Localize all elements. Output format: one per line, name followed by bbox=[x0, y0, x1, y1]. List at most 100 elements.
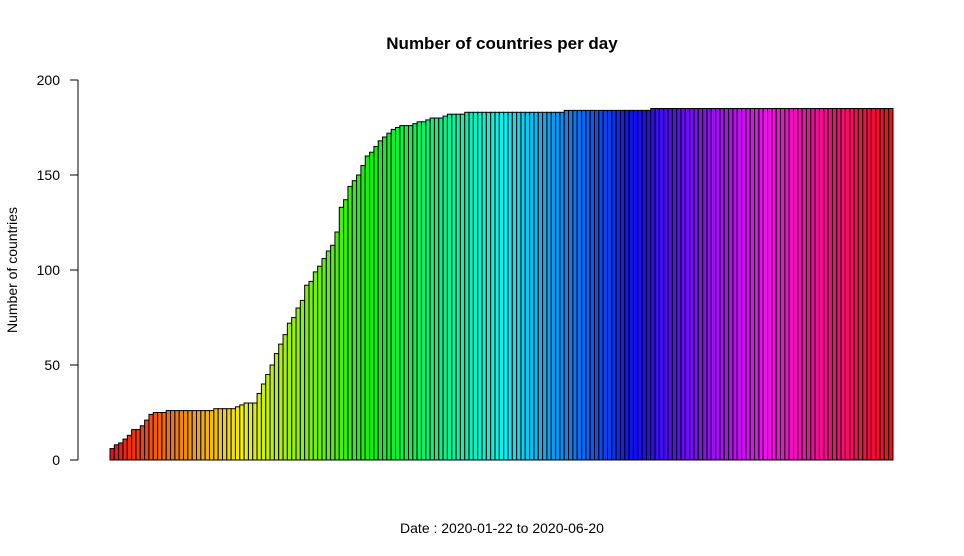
y-axis: 0 50 100 150 200 bbox=[37, 72, 78, 468]
bar-day-142 bbox=[720, 109, 724, 461]
bar-day-62 bbox=[374, 147, 378, 461]
bar-day-150 bbox=[755, 109, 759, 461]
bar-day-156 bbox=[781, 109, 785, 461]
bar-day-17 bbox=[179, 411, 183, 460]
bar-day-38 bbox=[270, 365, 274, 460]
bar-day-101 bbox=[543, 112, 547, 460]
bar-day-114 bbox=[599, 110, 603, 460]
bar-day-95 bbox=[517, 112, 521, 460]
bar-day-117 bbox=[612, 110, 616, 460]
bar-day-69 bbox=[404, 126, 408, 460]
bar-day-34 bbox=[253, 403, 257, 460]
bar-day-5 bbox=[127, 435, 131, 460]
bar-day-11 bbox=[153, 413, 157, 461]
bar-day-29 bbox=[231, 409, 235, 460]
bar-day-36 bbox=[261, 384, 265, 460]
bar-day-55 bbox=[344, 200, 348, 460]
bar-day-18 bbox=[184, 411, 188, 460]
bar-day-90 bbox=[495, 112, 499, 460]
bar-day-35 bbox=[257, 394, 261, 461]
bar-day-4 bbox=[123, 439, 127, 460]
bar-day-2 bbox=[114, 445, 118, 460]
bar-day-66 bbox=[391, 129, 395, 460]
bar-day-20 bbox=[192, 411, 196, 460]
bar-day-176 bbox=[867, 109, 871, 461]
y-tick-label: 50 bbox=[44, 357, 60, 373]
bar-day-135 bbox=[690, 109, 694, 461]
bar-day-96 bbox=[521, 112, 525, 460]
bar-day-108 bbox=[573, 110, 577, 460]
bar-day-104 bbox=[556, 112, 560, 460]
bar-day-92 bbox=[504, 112, 508, 460]
bar-day-173 bbox=[854, 109, 858, 461]
bar-day-25 bbox=[214, 409, 218, 460]
bar-day-121 bbox=[629, 110, 633, 460]
bar-day-72 bbox=[417, 122, 421, 460]
bar-day-175 bbox=[863, 109, 867, 461]
bar-day-172 bbox=[850, 109, 854, 461]
bar-day-81 bbox=[456, 114, 460, 460]
bar-day-37 bbox=[266, 375, 270, 461]
bar-day-98 bbox=[530, 112, 534, 460]
bar-day-61 bbox=[370, 152, 374, 460]
bar-day-82 bbox=[460, 114, 464, 460]
bar-day-84 bbox=[469, 112, 473, 460]
bar-day-27 bbox=[222, 409, 226, 460]
bar-day-48 bbox=[313, 272, 317, 460]
bar-day-63 bbox=[378, 141, 382, 460]
bar-day-161 bbox=[802, 109, 806, 461]
bar-day-103 bbox=[551, 112, 555, 460]
bar-day-109 bbox=[577, 110, 581, 460]
bar-day-148 bbox=[746, 109, 750, 461]
bar-day-75 bbox=[430, 118, 434, 460]
bar-day-160 bbox=[798, 109, 802, 461]
bar-day-162 bbox=[806, 109, 810, 461]
bar-day-167 bbox=[828, 109, 832, 461]
bar-day-53 bbox=[335, 232, 339, 460]
bar-day-93 bbox=[508, 112, 512, 460]
bar-day-131 bbox=[672, 109, 676, 461]
bar-day-91 bbox=[499, 112, 503, 460]
bar-day-169 bbox=[837, 109, 841, 461]
bar-day-79 bbox=[447, 114, 451, 460]
bar-day-59 bbox=[361, 166, 365, 461]
bar-day-106 bbox=[564, 110, 568, 460]
bar-day-107 bbox=[569, 110, 573, 460]
bar-day-139 bbox=[707, 109, 711, 461]
bar-day-105 bbox=[560, 112, 564, 460]
bar-day-83 bbox=[465, 112, 469, 460]
bar-day-149 bbox=[750, 109, 754, 461]
bar-day-51 bbox=[326, 251, 330, 460]
bar-day-76 bbox=[434, 118, 438, 460]
bar-day-24 bbox=[210, 411, 214, 460]
bar-day-64 bbox=[383, 137, 387, 460]
y-tick-label: 100 bbox=[37, 262, 61, 278]
bar-day-58 bbox=[357, 175, 361, 460]
bar-day-171 bbox=[845, 109, 849, 461]
bar-day-146 bbox=[737, 109, 741, 461]
bar-day-144 bbox=[729, 109, 733, 461]
y-tick-label: 200 bbox=[37, 72, 61, 88]
bar-day-65 bbox=[387, 133, 391, 460]
bar-day-119 bbox=[620, 110, 624, 460]
bar-day-166 bbox=[824, 109, 828, 461]
bar-day-30 bbox=[235, 407, 239, 460]
y-axis-label: Number of countries bbox=[4, 207, 20, 333]
bar-day-49 bbox=[318, 266, 322, 460]
bar-day-124 bbox=[642, 110, 646, 460]
bar-day-40 bbox=[279, 344, 283, 460]
bar-day-102 bbox=[547, 112, 551, 460]
bar-day-13 bbox=[162, 413, 166, 461]
bar-day-126 bbox=[651, 109, 655, 461]
bar-day-100 bbox=[538, 112, 542, 460]
bar-day-165 bbox=[819, 109, 823, 461]
bar-day-136 bbox=[694, 109, 698, 461]
bar-day-10 bbox=[149, 414, 153, 460]
bar-day-70 bbox=[408, 126, 412, 460]
bar-day-42 bbox=[287, 323, 291, 460]
bar-day-158 bbox=[789, 109, 793, 461]
bar-day-177 bbox=[871, 109, 875, 461]
bar-day-152 bbox=[763, 109, 767, 461]
bar-day-163 bbox=[811, 109, 815, 461]
bar-day-50 bbox=[322, 259, 326, 460]
